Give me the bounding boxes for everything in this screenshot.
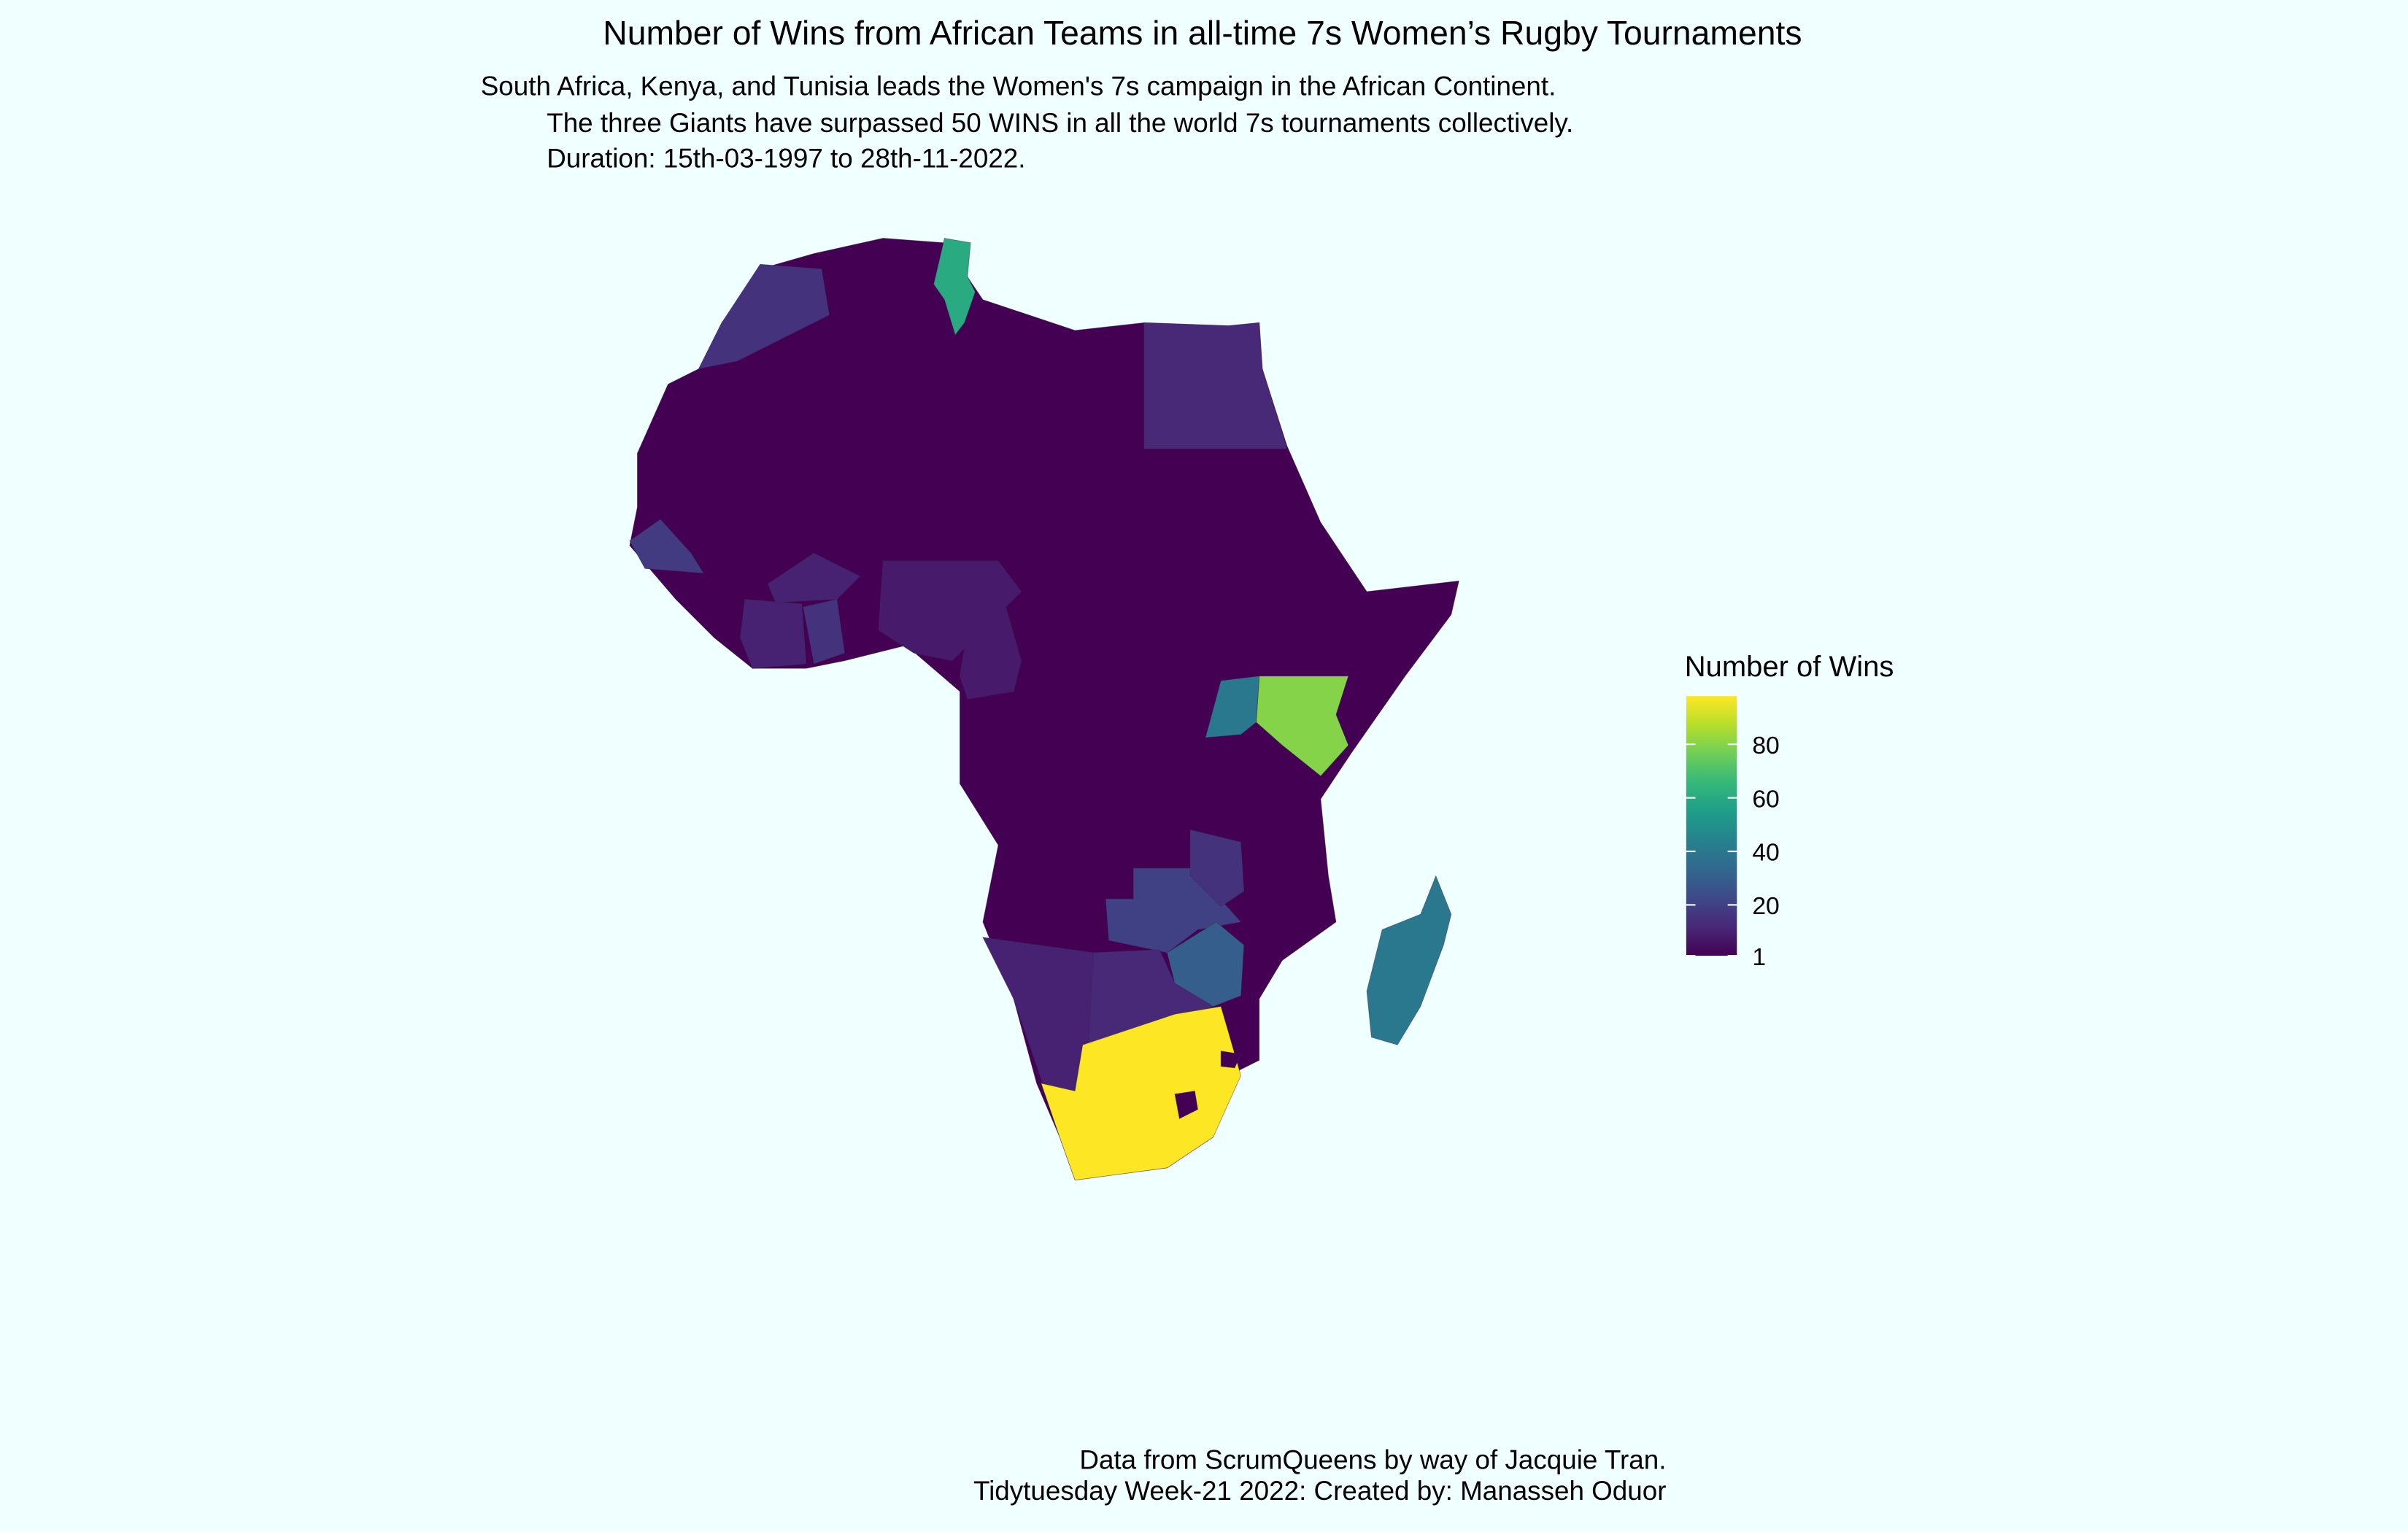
- map-title: Number of Wins from African Teams in all…: [603, 14, 1802, 52]
- legend-tick-label: 80: [1752, 732, 1779, 759]
- country: [1366, 875, 1452, 1045]
- country: [1189, 829, 1245, 908]
- legend-title: Number of Wins: [1685, 651, 1894, 683]
- legend-ticks: 1 20 40 60 80: [1686, 732, 1780, 971]
- legend-tick-label: 1: [1752, 944, 1766, 971]
- country: [767, 552, 861, 603]
- legend-tick-label: 40: [1752, 840, 1779, 867]
- legend-tick-label: 20: [1752, 893, 1779, 920]
- caption-line: Tidytuesday Week-21 2022: Created by: Ma…: [973, 1476, 1666, 1506]
- country: [1174, 1091, 1199, 1120]
- subtitle-line: Duration: 15th-03-1997 to 28th-11-2022.: [547, 144, 1025, 174]
- country: [803, 598, 845, 665]
- country: [1220, 1051, 1242, 1069]
- country: [1041, 1006, 1241, 1181]
- country: [1256, 676, 1349, 777]
- subtitle-line: The three Giants have surpassed 50 WINS …: [547, 108, 1573, 138]
- subtitle-line: South Africa, Kenya, and Tunisia leads t…: [481, 71, 1556, 101]
- country: [698, 263, 830, 370]
- country: [1205, 676, 1260, 738]
- countries: [629, 237, 1459, 1181]
- country: [1143, 322, 1288, 449]
- country: [933, 237, 976, 336]
- legend-tick-label: 60: [1752, 786, 1779, 813]
- country: [739, 599, 807, 669]
- colorbar: [1686, 696, 1737, 956]
- country: [629, 519, 704, 574]
- caption-line: Data from ScrumQueens by way of Jacquie …: [1079, 1445, 1666, 1475]
- country: [959, 606, 1022, 700]
